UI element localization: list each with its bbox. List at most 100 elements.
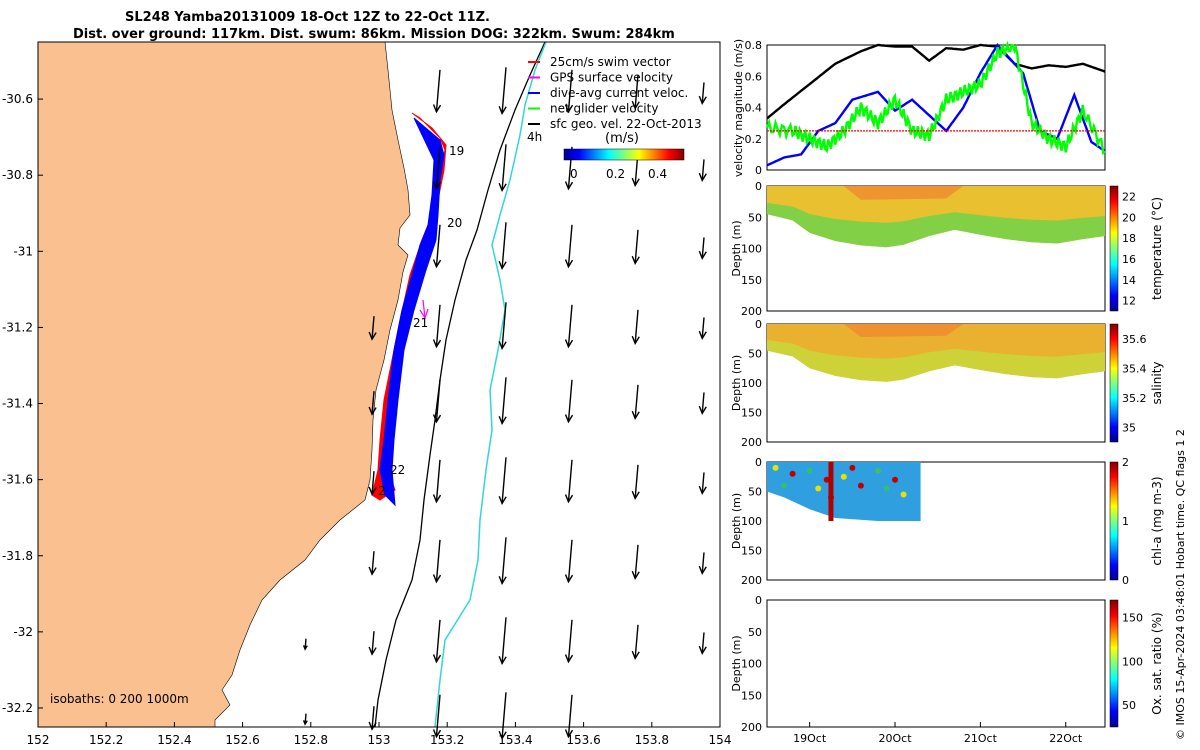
map-x-tick-label: 152.4 <box>157 733 191 747</box>
section-colorbar <box>1109 599 1119 728</box>
geostrophic-velocity-arrow <box>631 229 640 265</box>
section-colorbar-label: chl-a (mg m-3) <box>1150 476 1164 565</box>
section-y-tick-label: 150 <box>741 545 762 558</box>
chl-sample-dot <box>823 476 830 483</box>
gps-velocity-arrow <box>422 299 426 319</box>
colorbar-label: (m/s) <box>605 131 639 146</box>
section-y-tick-label: 0 <box>755 318 762 331</box>
geostrophic-velocity-arrow <box>631 384 640 420</box>
map-y-tick-label: -32.2 <box>2 701 33 715</box>
track-day-label: 2 <box>378 484 386 498</box>
geostrophic-velocity-arrow <box>498 377 507 426</box>
geostrophic-velocity-arrow <box>564 619 574 664</box>
map-y-tick-label: -30.6 <box>2 92 33 106</box>
isobath-cyan <box>434 41 547 728</box>
chl-sample-dot <box>900 491 907 498</box>
section-colorbar-tick: 16 <box>1122 253 1136 266</box>
geostrophic-velocity-arrow <box>698 237 707 260</box>
section-warm-layer <box>843 186 964 200</box>
geostrophic-velocity-arrow <box>698 392 707 415</box>
section-colorbar-tick: 100 <box>1122 655 1143 668</box>
chl-sample-dot <box>789 470 796 477</box>
section-deep-layer <box>767 339 1105 382</box>
geostrophic-velocity-arrow <box>368 551 377 576</box>
svg-text:© IMOS 15-Apr-2024 03:48:01 Ho: © IMOS 15-Apr-2024 03:48:01 Hobart time.… <box>1174 429 1187 740</box>
geostrophic-velocity-arrow <box>631 544 640 580</box>
map-y-tick-label: -31.2 <box>2 320 33 334</box>
chart-title-line2: Dist. over ground: 117km. Dist. swum: 86… <box>73 27 675 42</box>
legend-entry: sfc geo. vel. 22-Oct-2013 <box>550 117 702 131</box>
section-colorbar-label: Ox. sat. ratio (%) <box>1150 612 1164 714</box>
gps-velocity-arrowhead <box>419 308 429 320</box>
chl-sample-dot <box>883 485 890 492</box>
section-colorbar-tick: 20 <box>1122 211 1136 224</box>
map-y-tick-label: -31.8 <box>2 549 33 563</box>
geostrophic-velocity-arrow <box>564 539 574 584</box>
geostrophic-velocity-arrow <box>631 309 640 345</box>
chl-sample-dot <box>806 467 813 474</box>
chl-sample-dot <box>781 482 788 489</box>
section-y-tick-label: 100 <box>741 377 762 390</box>
section-colorbar-tick: 35.2 <box>1122 392 1147 405</box>
date-tick-label: 22Oct <box>1049 732 1083 745</box>
legend-entry: 25cm/s swim vector <box>550 55 671 69</box>
section-colorbar <box>1109 185 1119 312</box>
section-colorbar-tick: 22 <box>1122 190 1136 203</box>
section-colorbar-tick: 35.4 <box>1122 362 1147 375</box>
colorbar-tick: 0.4 <box>648 167 667 181</box>
section-y-axis-label: Depth (m) <box>730 635 743 691</box>
legend-entry: dive-avg current veloc. <box>550 86 688 100</box>
section-warm-layer <box>843 324 964 337</box>
chl-sample-dot <box>857 482 864 489</box>
geostrophic-velocity-arrow <box>698 472 707 495</box>
section-y-tick-label: 200 <box>741 574 762 587</box>
section-deep-layer <box>767 202 1105 248</box>
geostrophic-velocity-arrow <box>498 67 507 116</box>
speed-colorbar <box>563 148 685 161</box>
section-y-tick-label: 100 <box>741 515 762 528</box>
geostrophic-velocity-arrow <box>564 694 574 739</box>
section-y-tick-label: 0 <box>755 594 762 607</box>
colorbar-tick: 0 <box>570 167 578 181</box>
map-x-tick-label: 153.6 <box>566 733 600 747</box>
geostrophic-velocity-arrow <box>498 617 507 666</box>
geostrophic-velocity-arrow <box>564 224 574 269</box>
map-x-tick-label: 153 <box>368 733 391 747</box>
legend-entry: GPS surface velocity <box>550 71 673 85</box>
velocity-y-tick-label: 0.6 <box>745 70 763 83</box>
chl-sample-dot <box>892 476 899 483</box>
track-day-label: 21 <box>413 316 428 330</box>
geostrophic-velocity-arrow <box>368 391 377 416</box>
section-colorbar <box>1109 461 1119 581</box>
section-y-tick-label: 200 <box>741 436 762 449</box>
velocity-series-line <box>765 40 1106 156</box>
section-y-tick-label: 200 <box>741 721 762 734</box>
chl-sample-dot <box>815 485 822 492</box>
map-x-tick-label: 152.6 <box>225 733 259 747</box>
section-y-axis-label: Depth (m) <box>730 493 743 549</box>
map-x-tick-label: 153.4 <box>498 733 532 747</box>
date-tick-label: 19Oct <box>793 732 827 745</box>
section-y-tick-label: 50 <box>748 211 762 224</box>
geostrophic-velocity-arrow <box>498 692 507 741</box>
geostrophic-velocity-arrow <box>432 146 442 191</box>
colorbar-tick: 0.2 <box>606 167 625 181</box>
section-y-tick-label: 150 <box>741 689 762 702</box>
velocity-series-line <box>766 43 1106 120</box>
geostrophic-velocity-arrow <box>498 222 507 271</box>
date-tick-label: 21Oct <box>964 732 998 745</box>
section-colorbar-label: temperature (°C) <box>1150 197 1164 300</box>
velocity-y-axis-label: velocity magnitude (m/s) <box>732 39 745 177</box>
section-y-axis-label: Depth (m) <box>730 220 743 276</box>
chl-sample-dot <box>849 464 856 471</box>
section-colorbar-tick: 12 <box>1122 295 1136 308</box>
geostrophic-velocity-arrow <box>564 69 574 114</box>
section-y-tick-label: 50 <box>748 348 762 361</box>
geostrophic-velocity-arrow <box>498 537 507 586</box>
geostrophic-velocity-arrow <box>631 464 640 500</box>
track-day-label: 19 <box>449 144 464 158</box>
section-y-tick-label: 50 <box>748 626 762 639</box>
date-tick-label: 20Oct <box>879 732 913 745</box>
map-y-tick-label: -30.8 <box>2 168 33 182</box>
